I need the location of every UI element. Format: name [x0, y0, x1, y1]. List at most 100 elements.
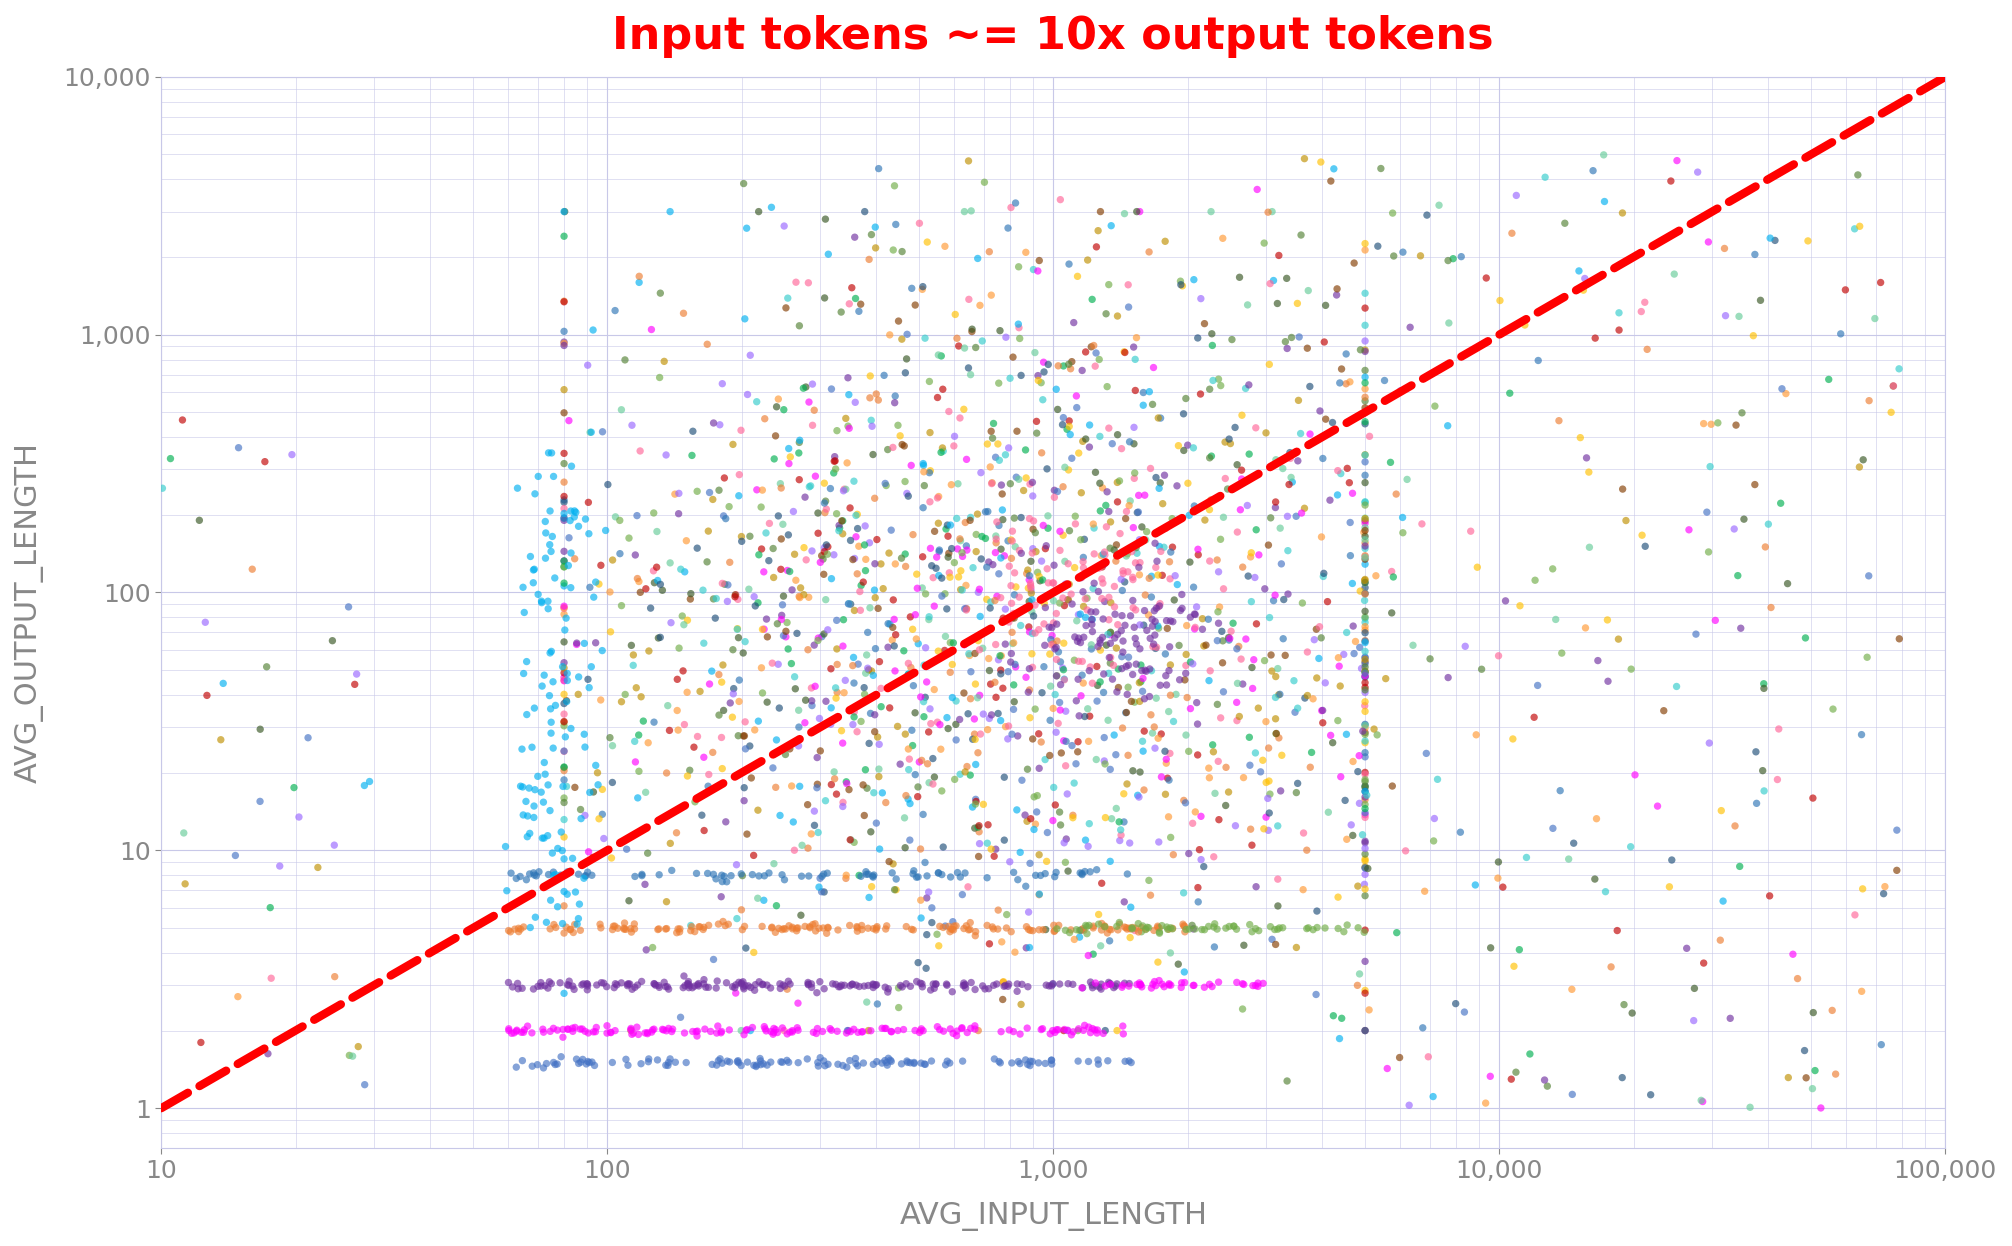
Point	[706, 1022, 738, 1042]
Point	[535, 890, 567, 910]
Point	[982, 920, 1014, 939]
Point	[795, 918, 827, 938]
Point	[1070, 923, 1103, 943]
Point	[1002, 982, 1034, 1002]
Point	[1030, 851, 1062, 871]
Point	[1225, 468, 1258, 488]
Point	[581, 976, 614, 996]
Point	[1052, 460, 1084, 480]
Point	[1336, 815, 1368, 835]
Point	[984, 516, 1016, 536]
Point	[891, 789, 924, 809]
Point	[1348, 778, 1380, 797]
Point	[950, 974, 982, 994]
Point	[592, 977, 624, 997]
Point	[632, 844, 664, 863]
Point	[698, 865, 730, 885]
Point	[509, 603, 541, 623]
Point	[686, 805, 718, 825]
Point	[1135, 587, 1167, 607]
Point	[354, 771, 386, 791]
Point	[521, 766, 553, 786]
Point	[1054, 584, 1086, 604]
Point	[909, 852, 942, 872]
Point	[887, 436, 919, 456]
Point	[974, 598, 1006, 618]
Point	[1157, 612, 1189, 632]
Point	[845, 1022, 877, 1042]
Point	[1010, 917, 1042, 937]
Point	[1239, 743, 1272, 763]
Point	[1135, 628, 1167, 648]
Point	[596, 735, 628, 755]
Point	[915, 714, 948, 734]
Point	[1660, 151, 1692, 171]
Point	[891, 349, 924, 369]
Point	[656, 861, 688, 881]
Point	[1348, 844, 1380, 863]
Point	[1074, 706, 1107, 726]
Point	[1131, 522, 1163, 542]
Point	[624, 761, 656, 781]
Point	[1284, 424, 1316, 444]
Point	[783, 993, 815, 1013]
Point	[851, 865, 883, 885]
Point	[547, 684, 579, 704]
Point	[1632, 339, 1664, 359]
Point	[652, 1018, 684, 1038]
Point	[851, 779, 883, 799]
Point	[1183, 840, 1215, 860]
Point	[960, 525, 992, 545]
Point	[650, 1020, 682, 1040]
Point	[956, 319, 988, 339]
Point	[1121, 202, 1153, 222]
Point	[777, 502, 809, 522]
Point	[887, 640, 919, 660]
Point	[750, 693, 783, 713]
Point	[503, 922, 535, 942]
Point	[588, 829, 620, 849]
Point	[1105, 825, 1137, 845]
Point	[553, 971, 585, 991]
Point	[664, 638, 696, 658]
Point	[789, 487, 821, 507]
Point	[1209, 758, 1241, 778]
Point	[1260, 586, 1292, 606]
Point	[1270, 331, 1302, 351]
Point	[831, 1023, 863, 1043]
Point	[648, 351, 680, 371]
Point	[799, 801, 831, 821]
Point	[1078, 973, 1111, 993]
Point	[577, 1055, 610, 1075]
Point	[650, 977, 682, 997]
Point	[845, 294, 877, 314]
Point	[752, 551, 785, 571]
Point	[668, 714, 700, 734]
Point	[1825, 324, 1857, 344]
Point	[877, 854, 909, 873]
Point	[1217, 916, 1249, 936]
Point	[1445, 247, 1477, 267]
Point	[998, 603, 1030, 623]
Point	[1171, 473, 1203, 493]
Point	[1066, 431, 1099, 451]
Point	[837, 648, 869, 668]
Point	[883, 754, 915, 774]
Point	[1227, 999, 1260, 1019]
Point	[547, 498, 579, 518]
Point	[1052, 973, 1084, 993]
Point	[1115, 920, 1147, 939]
Point	[767, 1053, 799, 1073]
Point	[1117, 542, 1149, 562]
Point	[734, 736, 767, 756]
Point	[990, 328, 1022, 348]
Point	[596, 549, 628, 569]
Point	[919, 974, 952, 994]
Point	[1012, 683, 1044, 703]
Point	[1272, 506, 1304, 526]
Point	[1004, 541, 1036, 561]
Point	[1348, 513, 1380, 533]
Point	[1771, 573, 1803, 593]
Point	[652, 1053, 684, 1073]
Point	[718, 584, 750, 604]
